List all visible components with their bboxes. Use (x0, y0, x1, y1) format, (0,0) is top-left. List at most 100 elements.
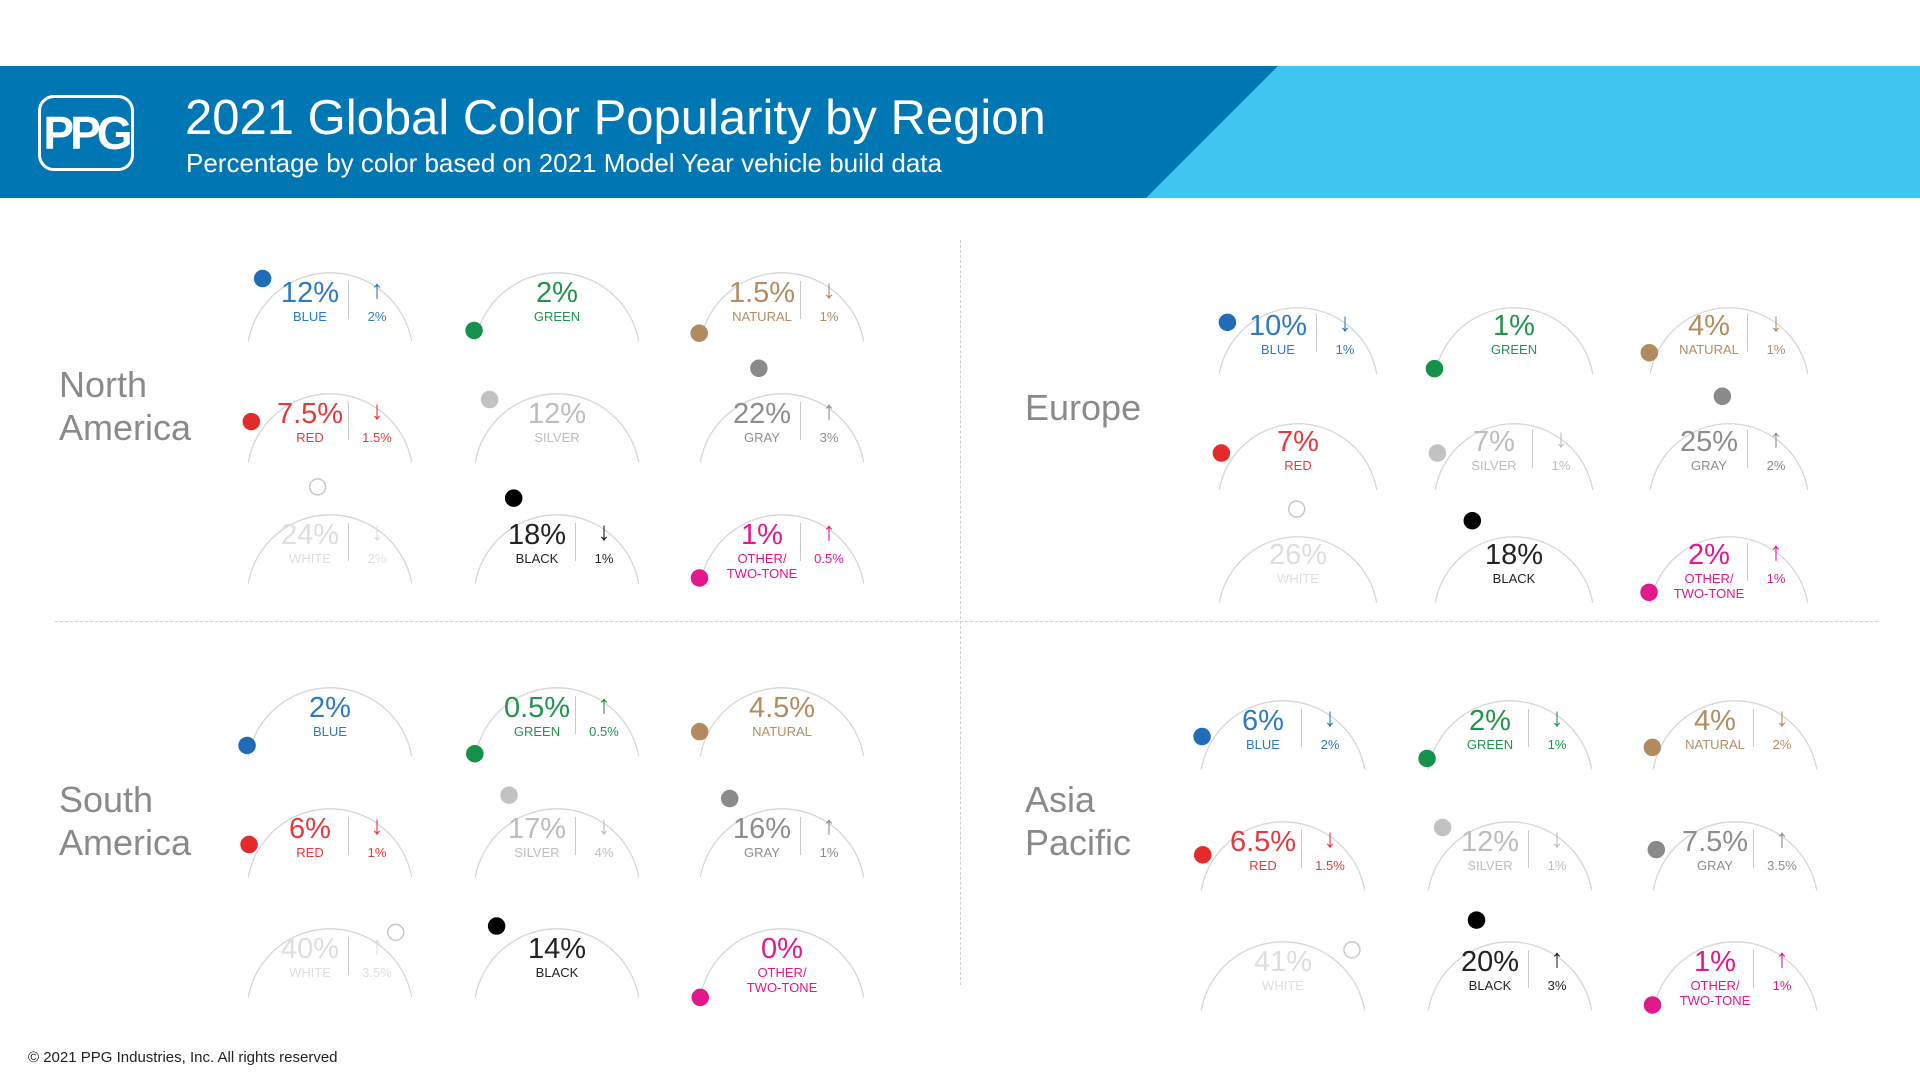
gauge-marker-red (240, 835, 258, 854)
gauge-europe-white: 26% WHITE (1216, 500, 1380, 604)
gauge-arc-svg (699, 359, 865, 463)
color-label: BLACK (1492, 571, 1536, 586)
gauge-arc-svg (1640, 536, 1809, 604)
change-separator (1528, 709, 1529, 747)
gauge-arc (1652, 700, 1818, 770)
gauge-north-america-gray: 22% GRAY ↑ 3% (697, 359, 867, 463)
change-value: 1% (819, 309, 839, 324)
gauge-marker-natural (1643, 738, 1662, 757)
change-separator (1753, 950, 1754, 988)
pct-value: 6.5% (1229, 826, 1297, 858)
pct-value: 26% (1268, 539, 1328, 571)
gauge-arc (1200, 700, 1366, 770)
gauge-marker-natural (690, 722, 709, 741)
arrow-down-icon: ↓ (1323, 702, 1337, 732)
gauge-arc (1434, 423, 1594, 491)
gauge-marker-other (690, 569, 709, 587)
arrow-up-icon: ↑ (1769, 423, 1783, 453)
gauge-arc (1649, 536, 1809, 604)
gauge-arc-svg (1640, 307, 1809, 375)
gauge-marker-other (691, 988, 710, 1007)
change-value: 3.5% (362, 965, 392, 980)
gauge-north-america-natural: 1.5% NATURAL ↓ 1% (690, 240, 867, 342)
gauge-europe-blue: 10% BLUE ↓ 1% (1216, 276, 1380, 375)
gauge-marker-gray (1713, 387, 1732, 406)
change-value: 1% (1547, 737, 1567, 752)
change-value: 3% (1547, 978, 1567, 993)
color-label: WHITE (1277, 571, 1319, 586)
arrow-up-icon: ↑ (370, 930, 384, 960)
gauge-north-america-red: 7.5% RED ↓ 1.5% (242, 361, 415, 463)
color-label: RED (1249, 858, 1277, 873)
color-label: NATURAL (732, 309, 792, 324)
gauge-marker-black (1463, 511, 1482, 530)
change-value: 2% (1320, 737, 1340, 752)
gauge-marker-white (308, 478, 327, 496)
gauge-marker-gray (1647, 840, 1666, 859)
gauge-europe-gray: 25% GRAY ↑ 2% (1647, 387, 1811, 491)
color-label: GREEN (1466, 737, 1514, 752)
region-divider-vertical (960, 240, 961, 985)
gauge-arc (1427, 821, 1593, 891)
gauge-arc (1652, 941, 1818, 1011)
color-label: SILVER (1467, 858, 1513, 873)
change-value: 0.5% (589, 724, 619, 739)
arrow-up-icon: ↑ (1775, 943, 1789, 973)
color-label: SILVER (1471, 458, 1517, 473)
gauge-marker-white (1287, 500, 1306, 518)
gauge-marker-natural (690, 324, 708, 342)
pct-value: 7.5% (1681, 826, 1749, 858)
color-label: BLACK (515, 551, 559, 566)
gauge-arc-svg (1218, 307, 1378, 375)
pct-value: 1% (741, 519, 783, 551)
gauge-marker-black (487, 917, 506, 935)
arrow-down-icon: ↓ (1554, 423, 1568, 453)
gauge-asia-pacific-black: 20% BLACK ↑ 3% (1425, 909, 1595, 1011)
gauge-arc (1427, 700, 1593, 770)
gauge-arc (474, 514, 640, 584)
pct-value: 14% (527, 933, 587, 965)
change-value: 1% (1551, 458, 1571, 473)
gauge-marker-blue (1193, 727, 1211, 746)
gauge-arc-svg (1643, 941, 1818, 1014)
region-name-europe: Europe (1025, 387, 1142, 428)
gauge-asia-pacific-red: 6.5% RED ↓ 1.5% (1193, 789, 1368, 891)
color-label: WHITE (289, 965, 331, 980)
change-value: 1% (1335, 342, 1355, 357)
pct-value: 20% (1460, 946, 1520, 978)
change-value: 1% (1547, 858, 1567, 873)
region-name-south-america: South America (59, 779, 192, 863)
color-label: BLACK (535, 965, 579, 980)
gauge-arc (1218, 307, 1378, 375)
arrow-up-icon: ↑ (822, 516, 836, 546)
change-separator (800, 817, 801, 855)
pct-value: 2% (1688, 539, 1730, 571)
color-label: RED (1284, 458, 1312, 473)
gauge-marker-gray (720, 789, 739, 808)
change-separator (575, 523, 576, 561)
gauge-marker-green (466, 744, 484, 763)
gauge-marker-red (1212, 444, 1231, 462)
gauge-north-america-silver: 12% SILVER (472, 361, 642, 463)
gauge-arc-svg (474, 786, 640, 878)
gauge-arc-svg (247, 923, 413, 998)
pct-value: 1.5% (728, 277, 796, 309)
gauge-asia-pacific-gray: 7.5% GRAY ↑ 3.5% (1647, 789, 1820, 891)
gauge-arc (474, 928, 640, 998)
color-label: OTHER/TWO-TONE (1673, 571, 1745, 601)
gauge-arc-svg (240, 808, 413, 878)
gauge-south-america-black: 14% BLACK (472, 896, 642, 998)
pct-value: 18% (507, 519, 567, 551)
gauge-arc-svg (690, 272, 865, 342)
gauge-marker-green (1425, 359, 1444, 378)
change-value: 2% (1766, 458, 1786, 473)
change-value: 1% (1766, 342, 1786, 357)
gauge-marker-black (504, 489, 523, 507)
gauge-arc-svg (474, 390, 640, 463)
change-separator (1532, 430, 1533, 468)
gauge-arc-svg (465, 272, 640, 342)
change-value: 1% (594, 551, 614, 566)
color-label: OTHER/TWO-TONE (746, 965, 818, 995)
gauge-arc (1434, 536, 1594, 604)
gauge-marker-white (1343, 941, 1361, 959)
